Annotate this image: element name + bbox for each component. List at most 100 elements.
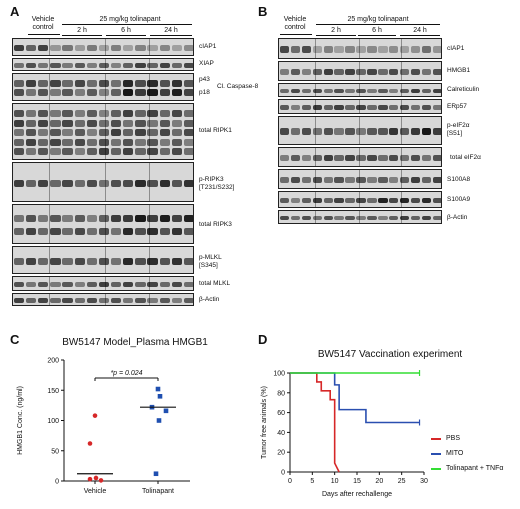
lane-separator [401,148,402,166]
blot-band [86,282,98,287]
lane-separator [401,117,402,144]
blot-band [378,46,388,53]
blot-band [98,63,110,68]
lane-separator [149,277,150,290]
blot-band [378,88,388,94]
y-tick-label: 20 [277,450,285,457]
blot-band [159,110,170,117]
blot-label-total-ripk3: total RIPK3 [199,221,232,228]
blot-strip [278,99,442,114]
blot-band [123,138,134,146]
blot-band [13,45,25,51]
blot-band [411,215,421,221]
lane-separator [149,39,150,55]
blot-band [356,105,366,110]
blot-band [323,154,333,162]
data-point [163,408,169,414]
blot-band [135,79,146,87]
blot-band [86,89,98,97]
panel-b-line-2h [316,35,356,36]
blot-band [50,298,61,303]
blot-band [62,214,73,222]
blot-band [38,110,49,117]
data-point [93,475,99,481]
blot-band [290,154,301,162]
blot-label-total-mlkl: total MLKL [199,280,231,287]
blot-band [400,68,410,76]
lane-separator [149,74,150,100]
lane-separator [105,59,106,70]
blot-band [26,138,37,146]
blot-band [38,129,49,136]
blot-band [367,215,377,221]
y-tick-label: 100 [47,418,59,425]
blot-band [135,228,146,236]
blot-band [411,176,421,184]
blot-band [345,176,355,184]
blot-band [183,298,193,303]
blot-band [183,89,193,97]
blot-label-p-mlkl-site: [S345] [199,262,218,269]
blot-band [62,138,73,146]
blot-band [345,215,355,221]
blot-band [159,119,170,127]
y-tick-label: 40 [277,430,285,437]
blot-band [367,197,377,204]
panel-c-chart: 0 50 100 150 200 HMGB1 Conc. (ng/ml) Vehicle To… [17,358,190,495]
blot-band [13,89,25,97]
blot-band [367,128,377,135]
blot-band [159,257,170,265]
blot-band [110,228,122,236]
blot-band [26,89,37,97]
legend-label: PBS [446,435,461,442]
panel-a-vehicle-line [28,34,60,35]
data-point [87,441,93,446]
blot-band [159,129,170,136]
blot-band [323,105,333,110]
panel-a-treatment-label: 25 mg/kg tolinapant [99,16,161,23]
blot-band [421,215,432,221]
blot-label-total-ripk1: total RIPK1 [199,127,232,134]
blot-band [98,214,110,222]
blot-band [50,110,61,117]
lane-separator [49,59,50,70]
blot-band [378,197,388,204]
blot-band [62,228,73,236]
blot-band [147,148,158,155]
lane-separator [359,170,360,188]
blot-label-erp57: ERp57 [447,103,467,110]
blot-band [432,176,441,184]
blot-band [74,282,85,287]
blot-band [356,154,366,162]
blot-band [290,68,301,76]
lane-separator [149,205,150,243]
lane-separator [359,148,360,166]
blot-band [389,46,399,53]
blot-strip [12,293,194,306]
blot-label-p-mlkl: p-MLKL [199,254,222,261]
blot-band [62,119,73,127]
x-tick-label: 30 [420,478,428,485]
blot-band [279,176,290,184]
blot-band [110,79,122,87]
blot-band [171,45,182,51]
blot-band [147,298,158,303]
lane-separator [359,192,360,207]
panel-b-vehicle-line [280,34,312,35]
blot-band [279,105,290,110]
blot-band [159,89,170,97]
blot-band [135,298,146,303]
blot-band [400,197,410,204]
blot-band [135,214,146,222]
blot-band [356,128,366,135]
lane-separator [401,192,402,207]
panel-a-timepoint-24h: 24 h [164,27,178,34]
blot-strip [12,38,194,56]
data-point [153,471,159,477]
blot-band [290,88,301,94]
blot-band [13,214,25,222]
lane-separator [49,247,50,273]
panel-b-letter: B [258,4,268,19]
y-tick-label: 50 [51,448,59,455]
blot-band [98,298,110,303]
